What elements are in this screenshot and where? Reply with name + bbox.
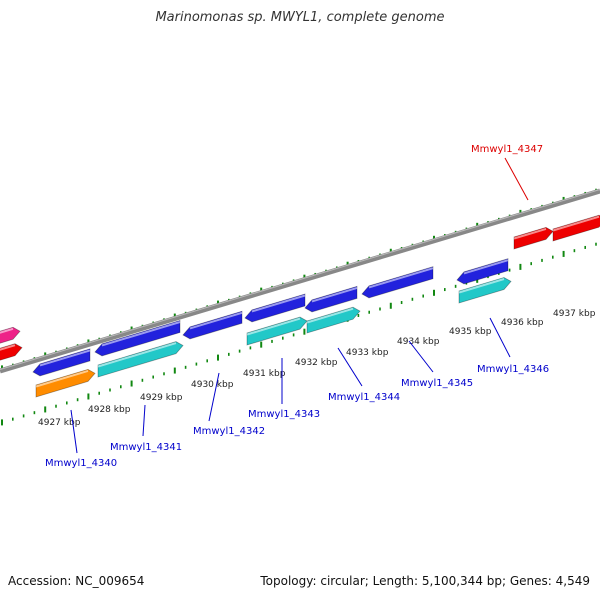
gene-cyan-4344[interactable] — [306, 306, 361, 334]
gene-label-mmwyl1-4344[interactable]: Mmwyl1_4344 — [328, 347, 400, 403]
gene-pink-left[interactable] — [0, 326, 21, 345]
gene-mmwyl1-4347-b-shine — [552, 215, 600, 232]
gene-label-group[interactable]: Mmwyl1_4340 Mmwyl1_4341 Mmwyl1_4342 Mmwyl1_… — [45, 144, 549, 469]
gene-label-leader — [70, 409, 78, 454]
accession-text: Accession: NC_009654 — [8, 574, 145, 588]
gene-mmwyl1-4345[interactable] — [361, 266, 434, 299]
gene-mmwyl1-4346-upper[interactable] — [456, 258, 509, 285]
gene-cyan-4343-body — [246, 316, 308, 346]
kbp-label-group: 4927 kbp 4928 kbp 4929 kbp 4930 kbp 4931 kbp… — [38, 309, 596, 428]
kbp-label: 4928 kbp — [88, 405, 131, 415]
gene-mmwyl1-4343-upper-shine — [251, 294, 306, 313]
genome-summary-text: Topology: circular; Length: 5,100,344 bp… — [260, 574, 590, 588]
gene-mmwyl1-4340-upper-shine — [39, 349, 91, 367]
kbp-label: 4930 kbp — [191, 380, 234, 390]
gene-cyan-4346-shine — [458, 278, 505, 294]
gene-label-leader — [208, 372, 220, 422]
genome-backbone — [0, 188, 600, 374]
gene-label-leader — [504, 157, 529, 201]
gene-cyan-4341-body — [97, 341, 184, 378]
gene-label-text[interactable]: Mmwyl1_4341 — [110, 442, 182, 453]
gene-mmwyl1-4347-a-body — [513, 226, 554, 250]
kbp-label: 4931 kbp — [243, 369, 286, 379]
gene-label-text[interactable]: Mmwyl1_4345 — [401, 378, 473, 389]
gene-label-text[interactable]: Mmwyl1_4342 — [193, 426, 265, 437]
gene-mmwyl1-4340-upper[interactable] — [32, 348, 91, 377]
gene-label-leader — [489, 317, 511, 358]
gene-mmwyl1-4347-a[interactable] — [513, 226, 554, 250]
gene-label-text[interactable]: Mmwyl1_4346 — [477, 364, 549, 375]
gene-mmwyl1-4343-upper[interactable] — [244, 293, 306, 323]
kbp-label: 4935 kbp — [449, 327, 492, 337]
gene-cyan-4344-body — [306, 306, 361, 334]
gene-mmwyl1-4347-b-body — [552, 214, 600, 242]
gene-mmwyl1-4346-upper-shine — [463, 259, 509, 275]
gene-mmwyl1-4341[interactable] — [94, 319, 181, 357]
gene-cyan-4346[interactable] — [458, 277, 512, 304]
kbp-label: 4929 kbp — [140, 393, 183, 403]
gene-red-left[interactable] — [0, 343, 23, 362]
gene-cyan-4344-shine — [306, 307, 354, 324]
gene-label-text[interactable]: Mmwyl1_4344 — [328, 392, 400, 403]
gene-mmwyl1-4340-lower-shine — [35, 369, 89, 388]
gene-cyan-4341[interactable] — [97, 341, 184, 378]
gene-mmwyl1-4340-lower-body — [35, 368, 96, 398]
gene-mmwyl1-4347-a-shine — [513, 227, 547, 240]
gene-label-text[interactable]: Mmwyl1_4343 — [248, 409, 320, 420]
kbp-label: 4932 kbp — [295, 358, 338, 368]
gene-cyan-4346-body — [458, 277, 512, 304]
backbone-highlight — [0, 189, 600, 370]
gene-mmwyl1-4340-lower[interactable] — [35, 368, 96, 398]
kbp-label: 4934 kbp — [397, 337, 440, 347]
gene-label-text[interactable]: Mmwyl1_4340 — [45, 458, 117, 469]
gene-label-mmwyl1-4340[interactable]: Mmwyl1_4340 — [45, 409, 117, 469]
kbp-label: 4927 kbp — [38, 418, 81, 428]
gene-cyan-4343[interactable] — [246, 316, 308, 346]
gene-label-mmwyl1-4342[interactable]: Mmwyl1_4342 — [193, 372, 265, 437]
kbp-label: 4933 kbp — [346, 348, 389, 358]
gene-label-mmwyl1-4345[interactable]: Mmwyl1_4345 — [401, 340, 473, 389]
gene-cyan-4341-shine — [97, 342, 177, 368]
gene-label-mmwyl1-4347[interactable]: Mmwyl1_4347 — [471, 144, 543, 201]
gene-label-leader — [142, 404, 146, 437]
gene-mmwyl1-4344-upper-shine — [311, 286, 358, 303]
backbone-line — [0, 188, 600, 374]
gene-mmwyl1-4344-upper[interactable] — [304, 285, 358, 313]
gene-label-mmwyl1-4341[interactable]: Mmwyl1_4341 — [110, 404, 182, 453]
gene-mmwyl1-4342[interactable] — [182, 310, 243, 340]
kbp-label: 4936 kbp — [501, 318, 544, 328]
gene-red-left-shine — [0, 344, 16, 351]
gene-mmwyl1-4347-b[interactable] — [552, 214, 600, 242]
gene-mmwyl1-4345-shine — [368, 267, 434, 289]
gene-cyan-4343-shine — [246, 317, 301, 336]
gene-pink-left-shine — [0, 327, 14, 334]
gene-label-leader — [408, 340, 434, 373]
gene-label-leader — [337, 347, 363, 387]
genome-title: Marinomonas sp. MWYL1, complete genome — [155, 10, 445, 25]
gene-mmwyl1-4341-shine — [101, 321, 181, 347]
gene-track — [0, 214, 600, 398]
gene-label-mmwyl1-4346[interactable]: Mmwyl1_4346 — [477, 317, 549, 375]
gene-label-mmwyl1-4343[interactable]: Mmwyl1_4343 — [248, 358, 320, 420]
kbp-label: 4937 kbp — [553, 309, 596, 319]
gene-label-text[interactable]: Mmwyl1_4347 — [471, 144, 543, 155]
gene-mmwyl1-4342-shine — [189, 311, 243, 330]
